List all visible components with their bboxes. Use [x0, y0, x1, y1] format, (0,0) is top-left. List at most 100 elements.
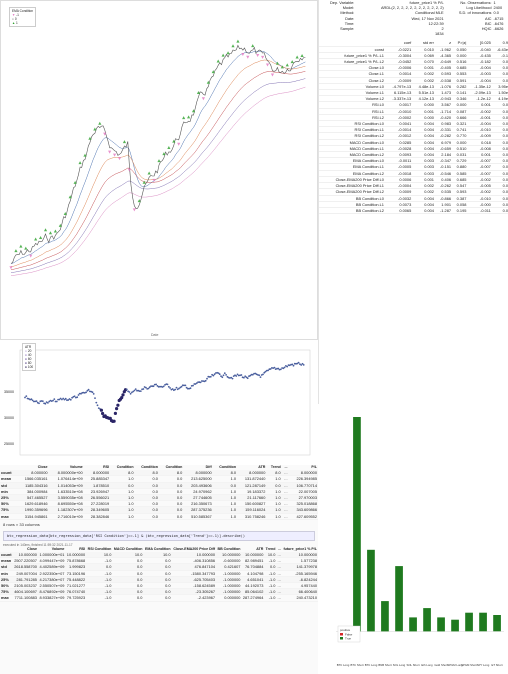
coef-value: 0.321: [452, 120, 468, 128]
atr-point: [132, 390, 135, 393]
df-cell: 150.600827: [237, 500, 267, 508]
df-column-header: ...: [277, 546, 281, 551]
coef-value: -0.0032: [384, 195, 413, 202]
coef-value: -0.331: [434, 126, 453, 134]
df-row: max 7711.100883 8.933827e+09 79.725923 -1.0 0…: [0, 594, 318, 602]
bar-category-label: SOL Long: [393, 663, 406, 667]
ema-signal-marker: [162, 152, 166, 156]
ema-signal-marker: [187, 115, 191, 119]
ema-signal-marker: [226, 51, 230, 55]
df-cell: 27.228019: [83, 500, 111, 508]
df-cell: 22.007005: [288, 488, 318, 496]
code-cell[interactable]: btc_regression_data[btc_regression_data[…: [3, 530, 315, 541]
df-column-header: Trend: [265, 546, 276, 551]
df-cell: 7711.100883: [12, 594, 38, 602]
df-cell: 2105.003237: [12, 582, 38, 590]
df-cell: 281.791285: [12, 576, 38, 584]
ema-signal-marker: [182, 116, 186, 120]
df-cell: 3154.945861: [16, 513, 49, 520]
ema-signal-marker: [280, 65, 284, 69]
coef-value: 0.770: [452, 132, 468, 140]
coef-value: -0.007: [467, 163, 492, 171]
atr-point: [142, 388, 145, 390]
coef-value: -0.002: [467, 176, 492, 184]
ema-signal-marker: [201, 97, 205, 101]
df-cell: ...: [281, 500, 289, 508]
df-column-header: ...: [284, 465, 288, 469]
df-cell: 0.0: [112, 594, 144, 602]
atr-point: [171, 388, 174, 390]
atr-point: [157, 385, 160, 388]
coef-value: -1.2e-12: [467, 95, 492, 103]
df-cell: 1.0: [266, 494, 282, 502]
coef-value: 0.069: [412, 52, 435, 60]
df-cell: 106.770714: [288, 482, 318, 489]
ema-line: [10, 78, 306, 273]
coef-value: 0.880: [452, 163, 468, 171]
coef-value: 0.002: [412, 182, 435, 190]
bar: [437, 617, 445, 632]
shape-note: 8 rows × 33 columns: [3, 521, 40, 527]
atr-point: [24, 396, 26, 399]
df-cell: 2618.558700: [12, 563, 38, 571]
coef-value: 0.516: [452, 58, 468, 66]
df-cell: 0.0: [112, 576, 144, 584]
coef-row: EMA Condition.L2 -0.0018 0.003 -0.546 0.585-…: [319, 170, 508, 177]
bar-category-label: Eth Long: [421, 663, 433, 667]
df-cell: 28.349605: [83, 506, 111, 514]
atr-point: [116, 403, 120, 407]
df-cell: 1.633510e+08: [48, 488, 84, 496]
df-row: mean 2507.220507 4.099447e+09 75.878668 -1.0…: [0, 557, 318, 565]
bar-category-label: SPGM Long: [447, 663, 463, 667]
df-cell: 0.0: [112, 563, 144, 571]
coef-value: 0.018: [467, 139, 492, 146]
df-cell: 4.217380e+07: [37, 576, 66, 584]
atr-point: [211, 373, 214, 376]
coef-value: -0.3004: [384, 52, 413, 60]
coef-value: 0.346: [452, 95, 468, 103]
ema-signal-marker: [19, 244, 23, 248]
df-cell: 0.0: [134, 475, 159, 483]
df-column-header: Close: [27, 546, 37, 551]
df-cell: ...: [281, 506, 289, 514]
df-cell: 4.957440: [281, 582, 318, 590]
coef-label: BB Condition.L0: [319, 195, 385, 202]
coef-value: 0.591: [452, 77, 468, 84]
coef-value: 0.387: [452, 195, 468, 202]
df-cell: 73.150196: [65, 570, 87, 577]
coef-value: -0.0012: [384, 132, 413, 140]
coef-value: 1.50e: [491, 89, 508, 97]
atr-point: [48, 400, 51, 403]
atr-point: [243, 376, 245, 379]
bar: [465, 612, 473, 632]
df-cell: -255.165946: [281, 570, 318, 577]
df-cell: ...: [276, 563, 282, 571]
df-cell: 0.0: [143, 570, 172, 577]
coef-value: -0.007: [467, 170, 492, 177]
df-column-header: future_price1 % P/L: [283, 546, 317, 551]
df-cell: 0.0: [143, 594, 172, 602]
price-chart-panel: EMA Condition ▼ -1 ● 0 ▲ 1 Date: [0, 0, 318, 340]
atr-legend-item: ● 40: [25, 353, 32, 357]
df-cell: -1.0: [264, 582, 277, 590]
atr-point: [235, 375, 238, 377]
atr-point: [231, 377, 234, 380]
atr-point: [55, 400, 58, 403]
df-cell: 1.0: [110, 488, 135, 496]
summary-header-cell: Method:: [340, 10, 355, 16]
df-cell: 28.382846: [83, 513, 111, 520]
atr-point: [259, 376, 262, 378]
coef-value: -0.040: [467, 46, 492, 53]
df-cell: 4.104798: [241, 570, 265, 577]
ema-signal-marker: [83, 153, 87, 157]
ema-signal-marker: [43, 228, 48, 232]
x-axis-label: Date: [151, 333, 159, 337]
summary-header-cell: -6715: [493, 15, 504, 21]
coef-value: 0.0: [491, 70, 508, 78]
atr-point: [250, 373, 253, 376]
coef-label: Close-EMA200 Price Diff.L1: [319, 182, 385, 190]
coef-label: RSI.L0: [319, 101, 385, 109]
df-cell: -158.624589: [171, 582, 217, 590]
coef-label: BB Condition.L2: [319, 207, 385, 215]
df-row: 75% 4604.100697 8.476892e+09 76.074740 -1.0 0…: [0, 588, 318, 596]
